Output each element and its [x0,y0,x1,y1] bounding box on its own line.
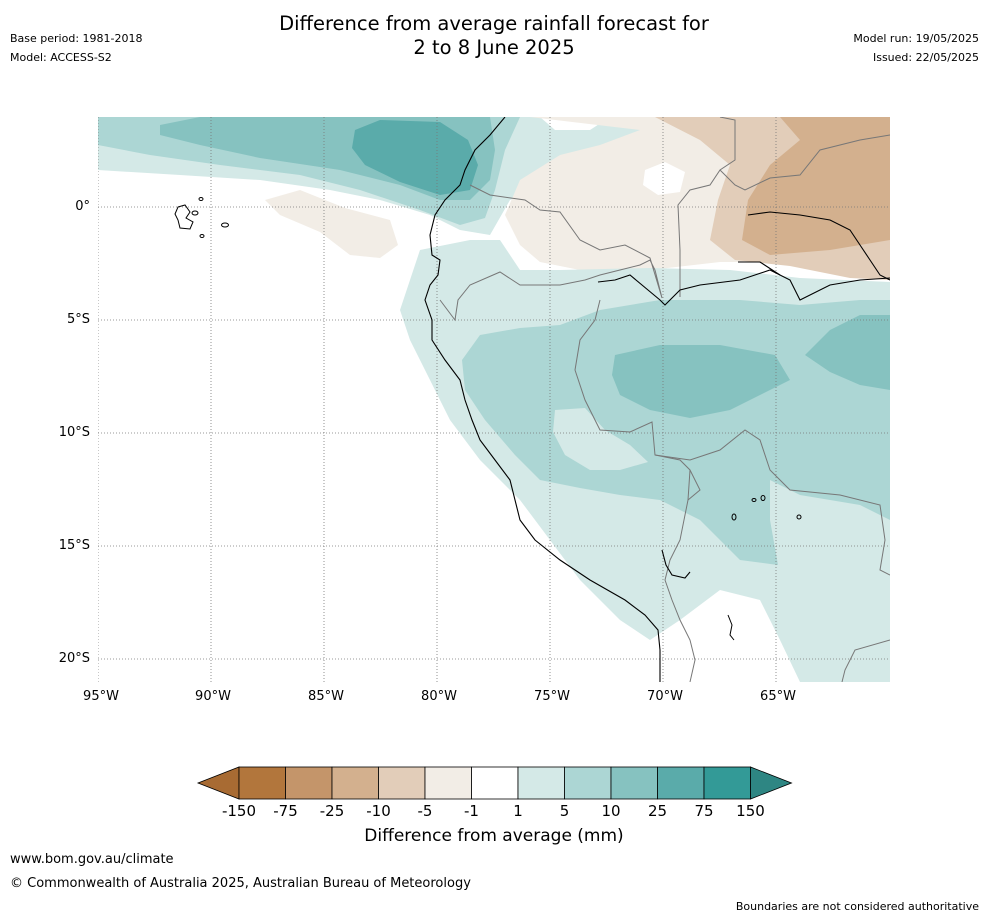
lon-label-90w: 90°W [195,689,231,704]
contour-white-hole [643,162,685,195]
colorbar-tick-label: 25 [647,802,668,820]
colorbar-tick-label: -25 [319,802,345,820]
galapagos-islands [174,197,229,238]
lakes [727,495,802,641]
copyright-notice: © Commonwealth of Australia 2025, Austra… [10,876,471,891]
model-label: Model: ACCESS-S2 [10,51,112,64]
colorbar-title: Difference from average (mm) [364,826,624,846]
contour-wet-light-patch [553,408,648,470]
disclaimer: Boundaries are not considered authoritat… [735,900,979,913]
lat-label-15s: 15°S [58,538,90,553]
model-run-label: Model run: 19/05/2025 [853,32,979,45]
colorbar-tick-label: -5 [417,802,433,820]
contour-wet-25-75-north [352,120,478,195]
colorbar-tick-label: 10 [601,802,621,820]
country-borders [439,117,890,682]
colorbar-tick-label: 75 [694,802,714,820]
lon-label-80w: 80°W [421,689,457,704]
lon-label-95w: 95°W [83,689,119,704]
contour-wet-5-10-south [462,300,890,565]
coastline [424,117,890,682]
colorbar-tick-label: 5 [559,802,570,820]
title-line-1: Difference from average rainfall forecas… [279,12,709,35]
contour-dry-1-5-left [265,190,398,258]
lon-label-75w: 75°W [534,689,570,704]
latitude-gridlines [98,206,890,660]
colorbar-tick-label: -75 [273,802,298,820]
page-title: Difference from average rainfall forecas… [0,12,988,60]
colorbar-tick-label: 1 [513,802,523,820]
colorbar-tick-label: -10 [366,802,391,820]
contour-wet-10-25-east [805,315,890,390]
colorbar-tick-label: -150 [221,802,257,820]
base-period-label: Base period: 1981-2018 [10,32,143,45]
colorbar-tick-label: 150 [736,802,765,820]
map-area [98,117,890,682]
contour-wet-10-25-south [612,345,790,418]
lon-label-85w: 85°W [308,689,344,704]
contour-dry-10-25 [742,117,890,255]
issued-label: Issued: 22/05/2025 [872,51,979,64]
lon-label-70w: 70°W [647,689,683,704]
lon-label-65w: 65°W [760,689,796,704]
lat-label-5s: 5°S [66,312,90,327]
website-link[interactable]: www.bom.gov.au/climate [10,852,174,867]
lat-label-20s: 20°S [58,651,90,666]
lat-label-10s: 10°S [58,425,90,440]
title-line-2: 2 to 8 June 2025 [413,36,575,59]
longitude-gridlines [98,117,777,682]
colorbar-tick-label: -1 [464,802,479,820]
lat-label-0: 0° [75,199,90,214]
